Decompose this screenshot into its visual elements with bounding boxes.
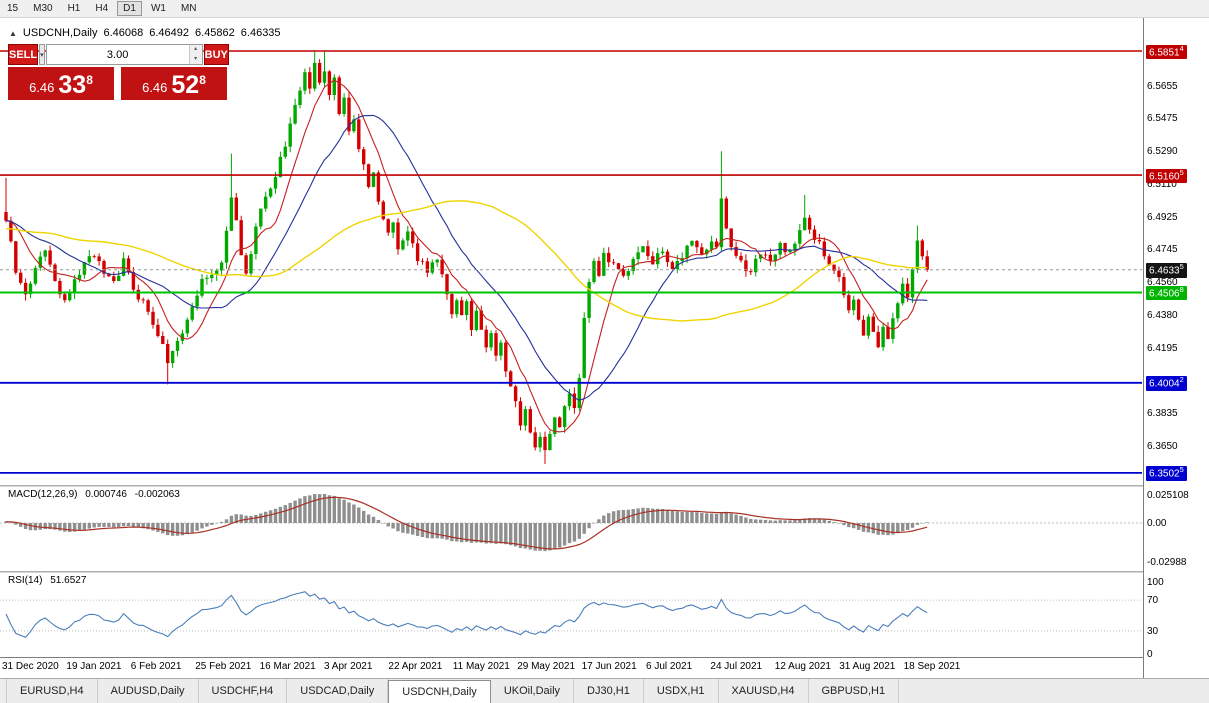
buy-price-pips: 52 <box>171 71 200 99</box>
chart-tab-audusd-daily[interactable]: AUDUSD,Daily <box>98 679 199 703</box>
price-axis-label: 6.4745 <box>1147 244 1178 256</box>
chart-tab-usdcnh-daily[interactable]: USDCNH,Daily <box>388 680 491 703</box>
timeframe-button-m30[interactable]: M30 <box>33 3 53 14</box>
chart-symbol-line: ▲ USDCNH,Daily 6.46068 6.46492 6.45862 6… <box>9 27 281 39</box>
time-axis-label: 25 Feb 2021 <box>195 661 252 672</box>
chart-tab-gbpusd-h1[interactable]: GBPUSD,H1 <box>809 679 900 703</box>
rsi-value: 51.6527 <box>50 575 87 586</box>
price-axis[interactable]: 6.5655 6.5475 6.5290 6.5110 6.4925 6.4745 6.45… <box>1143 18 1209 678</box>
sell-button[interactable]: SELL <box>8 44 39 65</box>
rsi-name: RSI(14) <box>8 575 43 586</box>
volume-field: ▴ ▾ <box>45 44 203 65</box>
panel-separator[interactable] <box>0 571 1209 573</box>
time-axis-line <box>0 657 1209 658</box>
chart-tab-dj30-h1[interactable]: DJ30,H1 <box>574 679 644 703</box>
time-axis-label: 16 Mar 2021 <box>259 661 316 672</box>
price-chart-canvas[interactable] <box>0 18 1142 485</box>
time-axis-label: 6 Feb 2021 <box>130 661 182 672</box>
macd-signal-value: -0.002063 <box>134 489 180 500</box>
timeframe-button-h4[interactable]: H4 <box>95 3 109 14</box>
macd-axis-label: 0.025108 <box>1147 490 1189 501</box>
price-axis-label: 6.4925 <box>1147 211 1178 223</box>
time-axis-label: 17 Jun 2021 <box>581 661 637 672</box>
macd-axis-label: -0.02988 <box>1147 557 1187 568</box>
one-click-trading-panel: SELL ▾ ▴ ▾ BUY 6.46 33 8 6.46 52 8 <box>8 44 229 100</box>
price-axis-label: 6.5290 <box>1147 146 1178 158</box>
price-axis-label: 6.5655 <box>1147 80 1178 92</box>
macd-label: MACD(12,26,9) 0.000746 -0.002063 <box>8 489 185 500</box>
price-axis-label: 6.4380 <box>1147 309 1178 321</box>
hline-price-badge: 6.35025 <box>1146 466 1187 481</box>
macd-axis-label: 0.00 <box>1147 518 1167 529</box>
chart-tab-xauusd-h4[interactable]: XAUUSD,H4 <box>719 679 809 703</box>
volume-dropdown-button[interactable]: ▾ <box>39 44 45 65</box>
macd-indicator-canvas[interactable] <box>0 487 1142 571</box>
time-axis-label: 22 Apr 2021 <box>388 661 443 672</box>
volume-stepper: ▴ ▾ <box>188 45 202 64</box>
spinner-down-icon[interactable]: ▾ <box>189 54 202 64</box>
time-axis-label: 19 Jan 2021 <box>66 661 122 672</box>
time-axis-label: 11 May 2021 <box>452 661 510 672</box>
time-axis-label: 3 Apr 2021 <box>324 661 373 672</box>
sell-price-figure: 6.46 <box>29 80 55 95</box>
time-axis-label: 29 May 2021 <box>517 661 576 672</box>
timeframe-toolbar: 15 M30 H1 H4 D1 W1 MN <box>0 0 1209 18</box>
panel-collapse-icon[interactable]: ▲ <box>9 28 17 38</box>
rsi-axis-label: 100 <box>1147 577 1164 588</box>
ohlc-low: 6.45862 <box>195 27 235 39</box>
panel-separator[interactable] <box>0 485 1209 487</box>
sell-price-pips: 33 <box>58 71 87 99</box>
timeframe-button-w1[interactable]: W1 <box>150 3 166 14</box>
chart-tab-usdchf-h4[interactable]: USDCHF,H4 <box>199 679 288 703</box>
ohlc-open: 6.46068 <box>103 27 144 39</box>
rsi-indicator-canvas[interactable] <box>0 573 1142 657</box>
chevron-down-icon: ▾ <box>40 51 44 59</box>
price-axis-label: 6.5475 <box>1147 113 1178 125</box>
hline-price-badge: 6.51605 <box>1146 168 1187 183</box>
chart-tab-bar: EURUSD,H4 AUDUSD,Daily USDCHF,H4 USDCAD,Dai… <box>0 678 1209 703</box>
timeframe-button-mn[interactable]: MN <box>180 3 197 14</box>
time-axis-label: 31 Aug 2021 <box>839 661 896 672</box>
hline-price-badge: 6.58514 <box>1146 44 1187 59</box>
timeframe-button-h1[interactable]: H1 <box>67 3 81 14</box>
rsi-axis-label: 0 <box>1147 649 1153 660</box>
buy-price-figure: 6.46 <box>142 80 168 95</box>
macd-name: MACD(12,26,9) <box>8 489 78 500</box>
buy-price-display[interactable]: 6.46 52 8 <box>121 67 227 100</box>
chart-symbol-title: USDCNH,Daily <box>22 27 98 39</box>
hline-price-badge: 6.45068 <box>1146 286 1187 301</box>
current-price-badge: 6.46335 <box>1146 263 1187 278</box>
time-axis-label: 6 Jul 2021 <box>646 661 693 672</box>
rsi-label: RSI(14) 51.6527 <box>8 575 91 586</box>
hline-price-badge: 6.40042 <box>1146 376 1187 391</box>
buy-button[interactable]: BUY <box>203 44 229 65</box>
time-axis-label: 12 Aug 2021 <box>774 661 831 672</box>
chart-tab-eurusd-h4[interactable]: EURUSD,H4 <box>6 679 98 703</box>
sell-price-point: 8 <box>86 73 93 87</box>
ohlc-high: 6.46492 <box>149 27 190 39</box>
spinner-up-icon[interactable]: ▴ <box>189 45 202 55</box>
chart-tab-usdcad-daily[interactable]: USDCAD,Daily <box>287 679 389 703</box>
price-axis-label: 6.5110 <box>1147 178 1177 190</box>
price-axis-label: 6.4195 <box>1147 343 1178 354</box>
ohlc-close: 6.46335 <box>240 27 281 39</box>
sell-price-display[interactable]: 6.46 33 8 <box>8 67 114 100</box>
timeframe-button-15[interactable]: 15 <box>7 3 19 14</box>
volume-input[interactable] <box>46 45 189 64</box>
price-axis-label: 6.4560 <box>1147 277 1178 289</box>
time-axis-label: 31 Dec 2020 <box>2 661 59 672</box>
price-axis-label: 6.3650 <box>1147 440 1178 452</box>
time-axis[interactable]: 31 Dec 2020 19 Jan 2021 6 Feb 2021 25 Feb 2… <box>0 658 1142 678</box>
timeframe-button-d1[interactable]: D1 <box>117 1 142 16</box>
buy-price-point: 8 <box>199 73 206 87</box>
rsi-axis-label: 30 <box>1147 626 1159 637</box>
macd-value: 0.000746 <box>85 489 127 500</box>
chart-tab-ukoil-daily[interactable]: UKOil,Daily <box>491 679 575 703</box>
rsi-axis-label: 70 <box>1147 595 1159 606</box>
chart-tab-usdx-h1[interactable]: USDX,H1 <box>644 679 719 703</box>
time-axis-label: 24 Jul 2021 <box>710 661 763 672</box>
time-axis-label: 18 Sep 2021 <box>903 661 961 672</box>
price-axis-label: 6.3835 <box>1147 407 1178 419</box>
